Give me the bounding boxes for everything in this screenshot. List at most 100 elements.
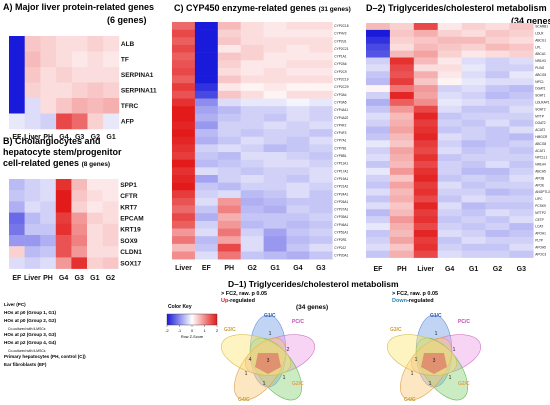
row-label: SPP1: [120, 182, 137, 189]
heatmap-cell: [240, 60, 264, 69]
heatmap-cell: [437, 85, 462, 93]
heatmap-cell: [87, 257, 103, 269]
heatmap-cell: [217, 29, 241, 38]
heatmap-cell: [9, 223, 25, 236]
heatmap-cell: [40, 67, 57, 83]
heatmap-cell: [71, 201, 88, 213]
heatmap-cell: [389, 92, 415, 100]
heatmap-cell: [172, 44, 196, 53]
heatmap-cell: [437, 23, 462, 31]
heatmap-cell: [217, 159, 241, 168]
heatmap-cell: [389, 98, 415, 107]
heatmap-cell: [87, 36, 104, 52]
heatmap-cell: [217, 243, 241, 252]
heatmap-cell: [286, 44, 310, 53]
heatmap-cell: [24, 67, 41, 83]
heatmap-cell: [437, 126, 462, 134]
heatmap-cell: [263, 75, 287, 84]
heatmap-cell: [55, 201, 72, 213]
heatmap-cell: [87, 67, 104, 83]
column-label: G2: [106, 275, 115, 282]
heatmap-cell: [366, 243, 391, 251]
heatmap-cell: [309, 197, 333, 206]
heatmap-cell: [240, 29, 264, 38]
heatmap-cell: [389, 216, 415, 224]
heatmap-cell: [309, 251, 333, 260]
column-label: G4: [59, 134, 68, 141]
legend-item: Primary hepatocytes (PH, control (C)): [4, 354, 86, 359]
venn-region-count: 1: [449, 375, 452, 381]
heatmap-cell: [240, 121, 264, 130]
heatmap-cell: [485, 167, 510, 176]
row-label: SOAT1: [535, 94, 545, 98]
heatmap-cell: [413, 236, 438, 245]
row-label: SERPINA1: [121, 72, 154, 79]
panel-c-title: C) CYP450 enzyme-related genes (31 genes…: [174, 3, 351, 13]
heatmap-cell: [24, 190, 41, 202]
row-label: ACAT2: [535, 128, 545, 132]
heatmap-cell: [102, 235, 119, 247]
heatmap-cell: [485, 105, 510, 113]
row-label: CYP11A1: [334, 162, 348, 166]
heatmap-cell: [366, 78, 391, 86]
heatmap-cell: [461, 202, 486, 210]
heatmap-cell: [509, 250, 534, 258]
venn-region-count: 3: [433, 358, 436, 364]
heatmap-cell: [366, 188, 391, 196]
heatmap-cell: [9, 246, 25, 258]
heatmap-cell: [485, 78, 510, 86]
legend-item: HOs at p2 (Group 3, G3): [4, 332, 57, 338]
heatmap-cell: [286, 190, 310, 199]
heatmap-cell: [509, 112, 534, 120]
heatmap-cell: [366, 140, 391, 148]
venn-region-count: 1: [453, 347, 456, 353]
column-label: Liver: [24, 275, 41, 282]
row-label: CYP8B1: [334, 154, 346, 158]
heatmap-cell: [485, 161, 510, 169]
heatmap-cell: [366, 154, 391, 162]
heatmap-cell: [286, 136, 310, 145]
heatmap-cell: [413, 23, 438, 31]
heatmap-cell: [217, 98, 241, 107]
heatmap-cell: [461, 105, 486, 113]
heatmap-cell: [172, 83, 196, 92]
heatmap-cell: [286, 236, 310, 245]
heatmap-cell: [40, 98, 57, 114]
heatmap-cell: [87, 113, 104, 130]
heatmap-cell: [24, 179, 41, 191]
venn-set-label: G2/C: [292, 381, 304, 387]
row-label: SOAT2: [535, 107, 545, 111]
legend-item: Liver (PC): [4, 302, 26, 307]
venn-set-label: PC/C: [458, 319, 470, 325]
heatmap-cell: [24, 257, 41, 269]
row-label: KRT19: [120, 227, 141, 234]
heatmap-cell: [55, 212, 72, 225]
heatmap-cell: [263, 37, 287, 46]
heatmap-cell: [263, 106, 287, 115]
row-label: LDLRAP1: [535, 100, 549, 104]
row-label: TF: [121, 57, 129, 64]
heatmap-cell: [217, 213, 241, 222]
heatmap-cell: [194, 152, 219, 160]
column-label: PH: [224, 265, 234, 272]
heatmap-cell: [71, 223, 88, 236]
row-label: CYP51A1: [334, 231, 348, 235]
heatmap-cell: [309, 44, 333, 53]
heatmap-cell: [194, 44, 219, 53]
heatmap-cell: [217, 136, 241, 145]
heatmap-cell: [309, 29, 333, 38]
heatmap-cell: [9, 51, 25, 68]
heatmap-cell: [389, 126, 415, 134]
venn-set-label: G1/C: [430, 313, 442, 319]
column-label: EF: [12, 134, 22, 141]
heatmap-cell: [240, 83, 264, 92]
row-label: APOA5: [535, 245, 546, 249]
heatmap-cell: [413, 181, 438, 189]
heatmap-cell: [102, 190, 119, 202]
heatmap-cell: [413, 188, 438, 196]
venn-right-header: > FC2, raw. p 0.05 Down-regulated: [392, 291, 439, 304]
heatmap-cell: [485, 85, 510, 93]
heatmap-cell: [413, 98, 438, 107]
column-label: G2: [247, 265, 256, 272]
heatmap-cell: [55, 235, 72, 247]
